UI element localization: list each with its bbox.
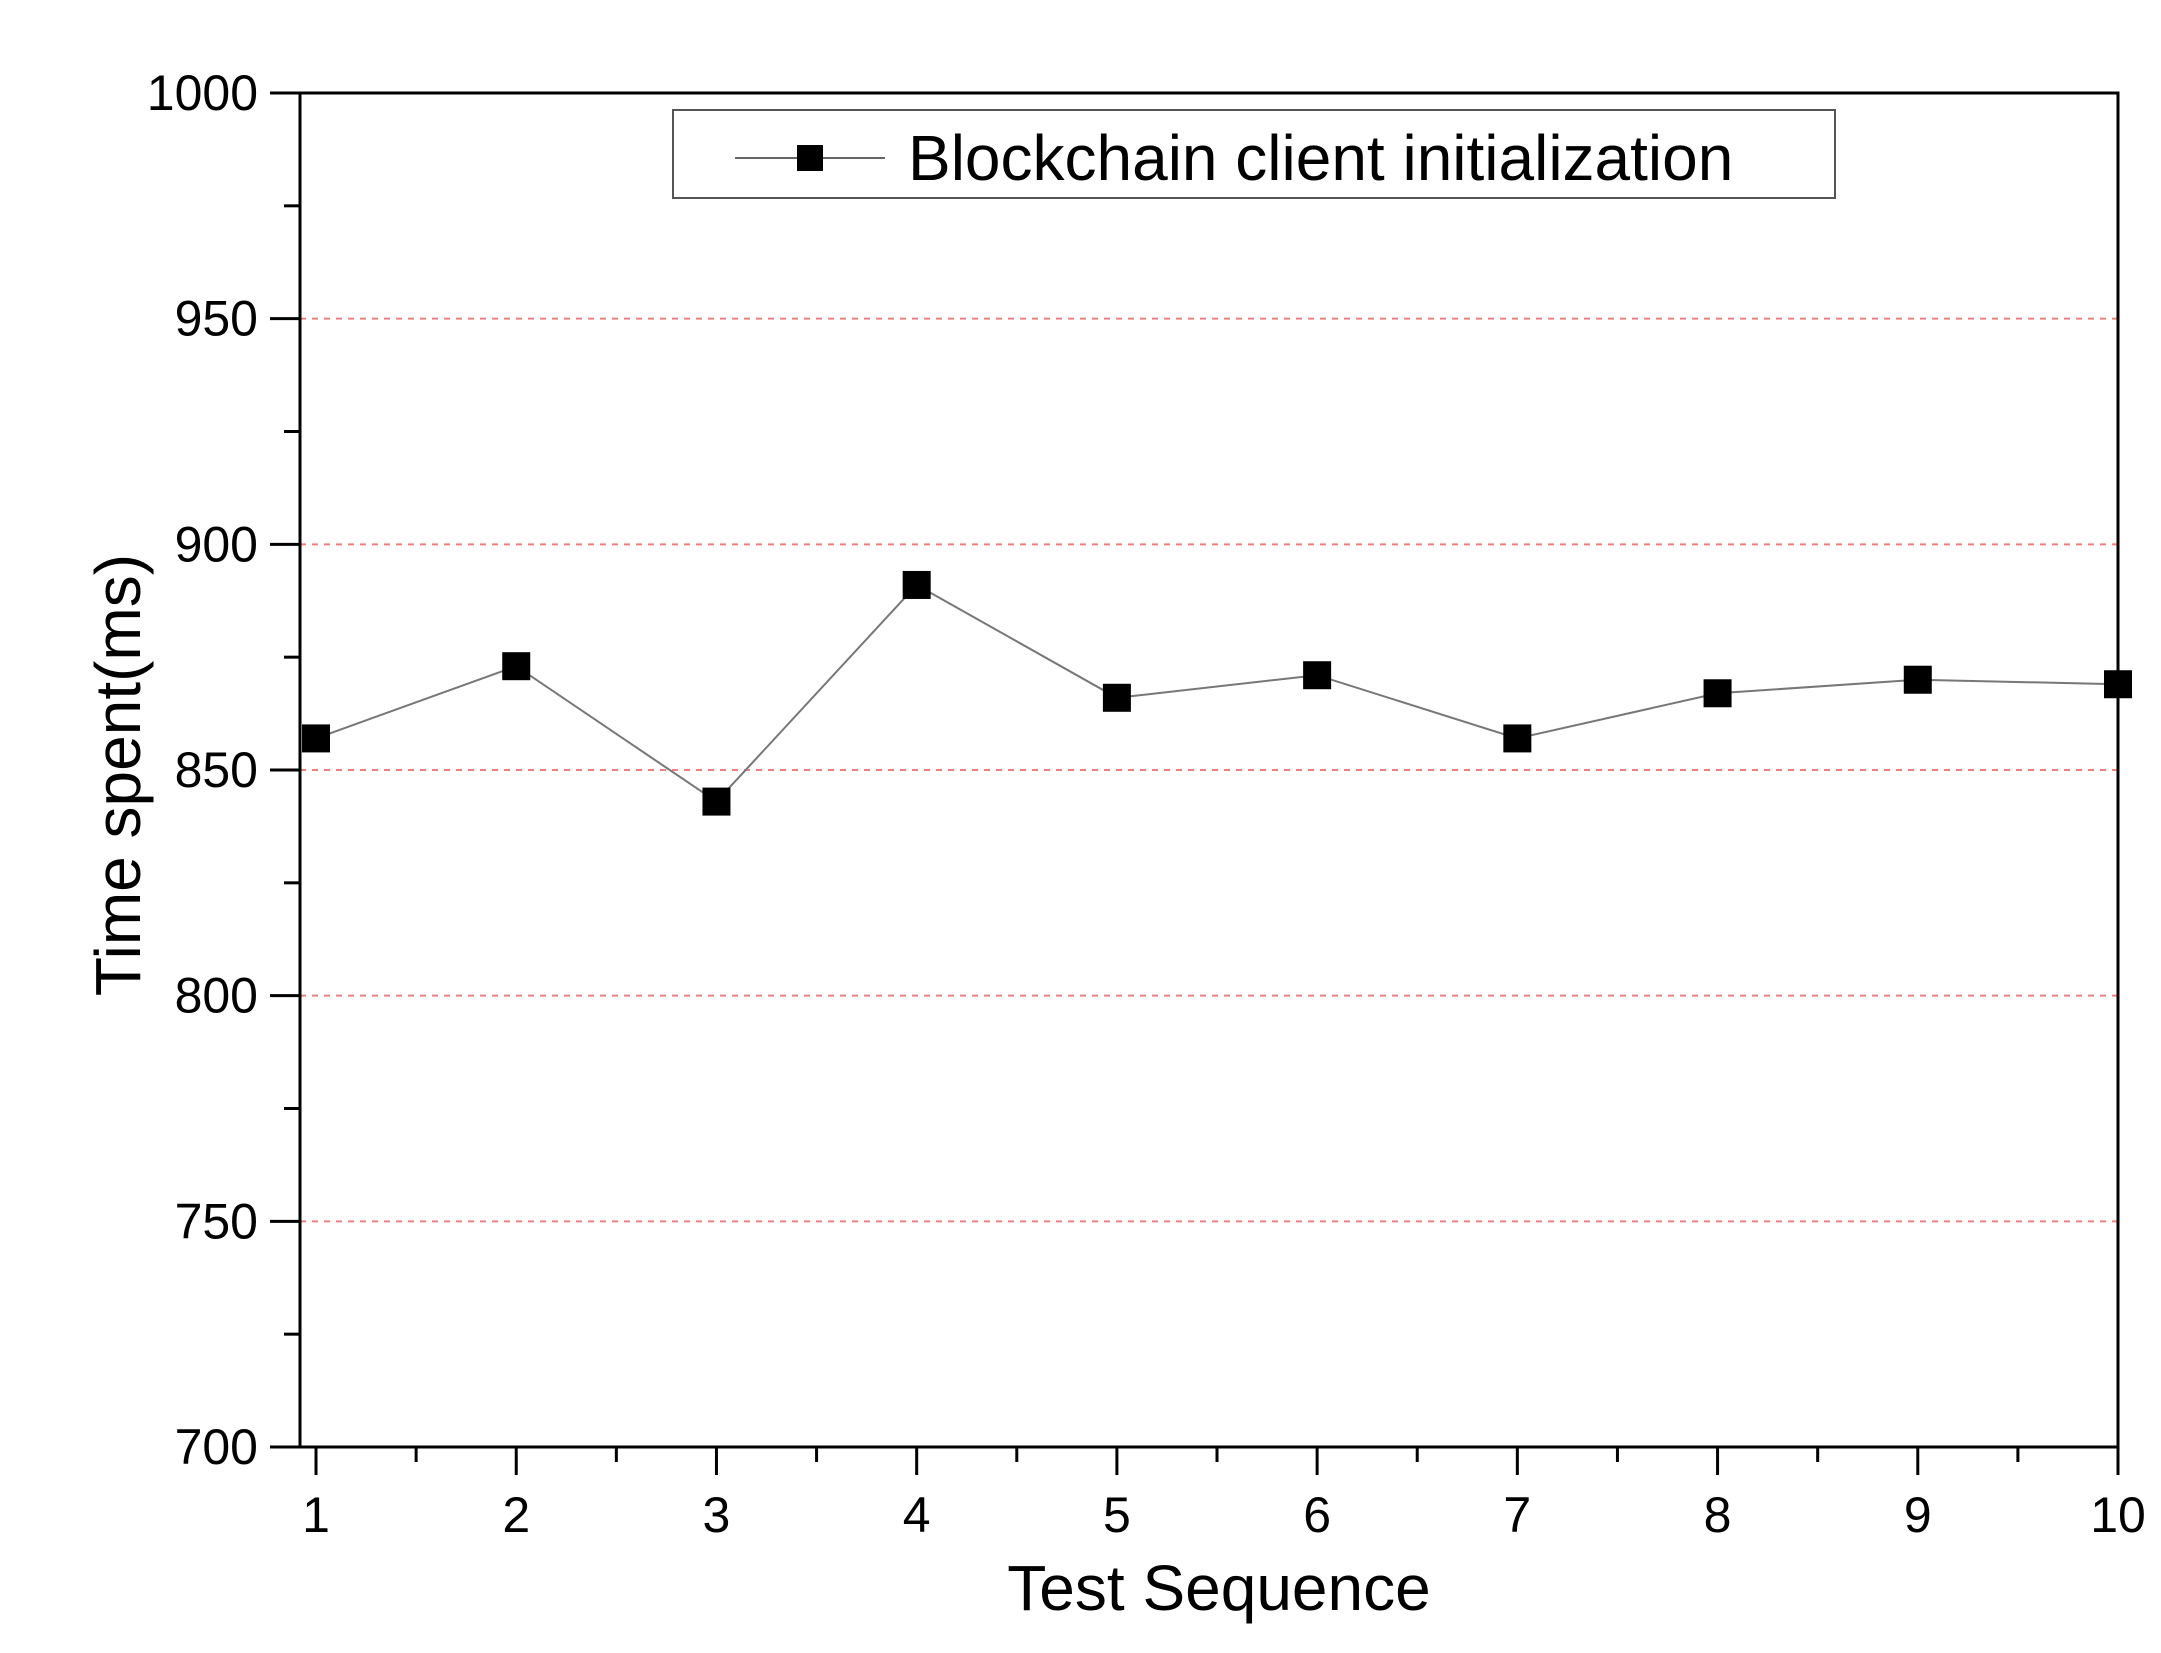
y-tick-label-800: 800: [175, 968, 258, 1024]
x-tick-label-4: 4: [903, 1487, 931, 1543]
y-tick-label-850: 850: [175, 742, 258, 798]
x-axis: 1 2 3 4 5 6 7 8 9 10: [302, 1447, 2146, 1543]
y-tick-label-700: 700: [175, 1419, 258, 1475]
data-point-7: [1503, 724, 1532, 753]
data-point-1: [302, 724, 331, 753]
data-point-8: [1703, 679, 1732, 708]
legend: Blockchain client initialization: [672, 109, 1836, 199]
y-tick-label-1000: 1000: [147, 65, 258, 121]
x-tick-label-6: 6: [1303, 1487, 1331, 1543]
legend-square-marker: [797, 145, 823, 171]
x-tick-label-7: 7: [1503, 1487, 1531, 1543]
data-point-5: [1102, 683, 1131, 712]
x-tick-label-5: 5: [1103, 1487, 1131, 1543]
series-line-0: [315, 583, 2119, 803]
y-tick-label-750: 750: [175, 1193, 258, 1249]
x-tick-label-10: 10: [2090, 1487, 2146, 1543]
x-tick-label-1: 1: [302, 1487, 330, 1543]
series-layer: [302, 570, 2132, 816]
y-tick-label-950: 950: [175, 291, 258, 347]
legend-box: [672, 109, 1836, 199]
y-axis-title: Time spent(ms): [82, 554, 154, 996]
data-point-2: [502, 652, 531, 681]
y-axis: 700 750 800 850 900 950 1000: [147, 65, 300, 1475]
x-tick-label-3: 3: [703, 1487, 731, 1543]
x-axis-title: Test Sequence: [1007, 1552, 1430, 1624]
x-tick-label-9: 9: [1904, 1487, 1932, 1543]
data-point-4: [902, 570, 931, 599]
data-point-9: [1903, 665, 1932, 694]
legend-label: Blockchain client initialization: [908, 122, 1733, 194]
y-tick-label-900: 900: [175, 516, 258, 572]
data-point-3: [702, 787, 731, 816]
data-point-6: [1303, 661, 1332, 690]
x-tick-label-2: 2: [502, 1487, 530, 1543]
x-tick-label-8: 8: [1704, 1487, 1732, 1543]
grid-lines: [300, 317, 2118, 1223]
